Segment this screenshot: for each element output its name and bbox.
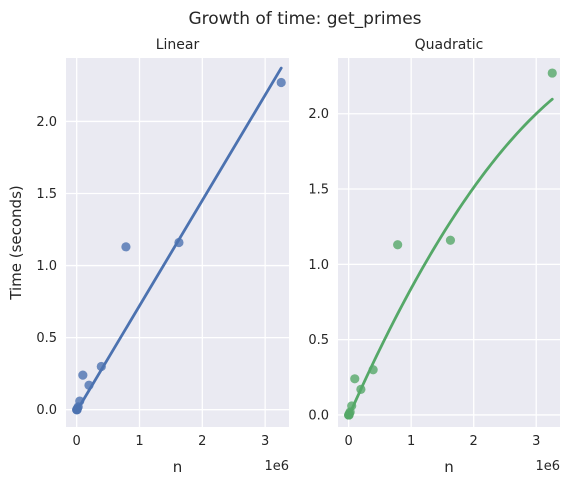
figure-title: Growth of time: get_primes [188,9,421,29]
data-point [445,235,456,245]
y-tick-label: 0.5 [308,333,329,348]
x-tick-label: 1 [135,434,143,449]
regression-curve [347,97,554,418]
y-tick-label: 0.0 [36,403,57,418]
y-axis-label: Time (seconds) [7,185,25,301]
data-point [393,240,403,250]
x-tick-label: 2 [470,434,478,449]
y-tick-label: 1.0 [36,259,57,274]
data-point [121,242,131,252]
x-tick-label: 1 [407,434,415,449]
subplot-title: Quadratic [415,37,484,53]
y-tick-label: 1.0 [308,258,329,273]
data-point [276,77,286,88]
x-tick-label: 3 [261,434,269,449]
x-offset-label: 1e6 [535,459,560,474]
x-axis-label: n [173,458,183,476]
y-tick-label: 2.0 [308,107,329,122]
y-tick-label: 0.0 [308,408,329,423]
data-point [547,68,557,78]
subplot-title: Linear [156,37,200,53]
x-offset-label: 1e6 [264,459,289,474]
y-tick-label: 1.5 [36,187,57,202]
data-point [78,370,88,380]
y-tick-label: 0.5 [36,331,57,346]
x-tick-label: 0 [73,434,81,449]
y-tick-label: 1.5 [308,183,329,198]
x-tick-label: 3 [532,434,540,449]
data-point [350,374,360,384]
chart-panel-2: 0 1 2 3 0.0 0.5 1.0 1.5 2.0 Quadratic n 1e6 [308,37,560,476]
x-tick-label: 2 [198,434,206,449]
x-tick-label: 0 [344,434,352,449]
chart-panel-1: 0 1 2 3 0.0 0.5 1.0 1.5 2.0 Linear n 1e6 Time (secon… [7,37,289,476]
x-axis-label: n [444,458,454,476]
regression-line [75,66,283,413]
y-tick-label: 2.0 [36,115,57,130]
